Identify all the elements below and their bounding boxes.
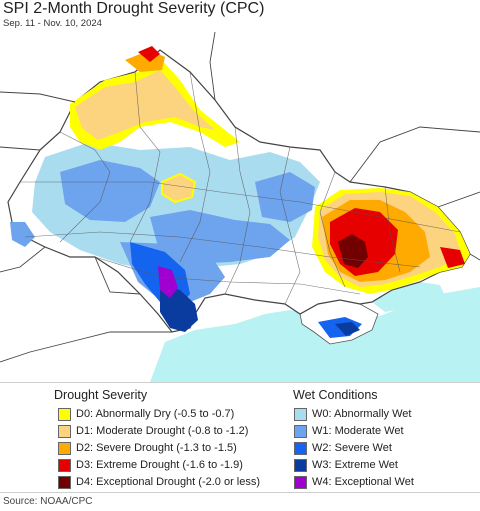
date-range: Sep. 11 - Nov. 10, 2024 [3,18,102,29]
black-sea [150,287,480,382]
legend-label-d0: D0: Abnormally Dry (-0.5 to -0.7) [76,408,235,420]
legend-item-d4: D4: Exceptional Drought (-2.0 or less) [58,474,260,490]
swatch-w4 [294,475,307,489]
drought-map [0,32,480,382]
d3-north [138,46,160,62]
swatch-d1 [58,424,71,438]
legend-item-w0: W0: Abnormally Wet [294,406,411,422]
swatch-d3 [58,458,71,472]
legend-item-w3: W3: Extreme Wet [294,457,398,473]
legend-item-d1: D1: Moderate Drought (-0.8 to -1.2) [58,423,248,439]
w1-west [60,160,160,222]
legend-item-w2: W2: Severe Wet [294,440,392,456]
d1-north [75,70,215,140]
swatch-w0 [294,407,307,421]
legend-item-d0: D0: Abnormally Dry (-0.5 to -0.7) [58,406,234,422]
legend-label-w4: W4: Exceptional Wet [312,476,414,488]
w4-odesa [158,266,178,298]
map-canvas [0,32,480,382]
swatch-w3 [294,458,307,472]
wet-legend-heading: Wet Conditions [293,388,378,402]
swatch-w1 [294,424,307,438]
legend-label-w3: W3: Extreme Wet [312,459,398,471]
sea-of-azov [372,282,445,312]
legend-item-d3: D3: Extreme Drought (-1.6 to -1.9) [58,457,243,473]
legend-label-d3: D3: Extreme Drought (-1.6 to -1.9) [76,459,243,471]
legend-label-d1: D1: Moderate Drought (-0.8 to -1.2) [76,425,249,437]
source-footer: Source: NOAA/CPC [0,492,480,511]
swatch-d2 [58,441,71,455]
w3-crimea [335,322,360,336]
legend-item-w1: W1: Moderate Wet [294,423,404,439]
d3-far-east [440,247,465,268]
legend-label-w0: W0: Abnormally Wet [312,408,412,420]
w1-east [255,172,315,222]
country-borders [0,32,480,363]
drought-legend-heading: Drought Severity [54,388,148,402]
d4-east [338,234,368,268]
w1-far-west [10,222,35,247]
legend-item-d2: D2: Severe Drought (-1.3 to -1.5) [58,440,237,456]
legend: Drought Severity Wet Conditions D0: Abno… [0,382,480,493]
legend-label-w1: W1: Moderate Wet [312,425,404,437]
swatch-w2 [294,441,307,455]
d1-central-spot [161,172,197,204]
swatch-d0 [58,407,71,421]
legend-label-d4: D4: Exceptional Drought (-2.0 or less) [76,476,261,488]
source-credit: Source: NOAA/CPC [3,496,93,507]
legend-label-d2: D2: Severe Drought (-1.3 to -1.5) [76,442,237,454]
swatch-d4 [58,475,71,489]
oblast-borders [20,71,461,305]
legend-label-w2: W2: Severe Wet [312,442,392,454]
legend-item-w4: W4: Exceptional Wet [294,474,414,490]
map-title: SPI 2-Month Drought Severity (CPC) [3,0,265,17]
